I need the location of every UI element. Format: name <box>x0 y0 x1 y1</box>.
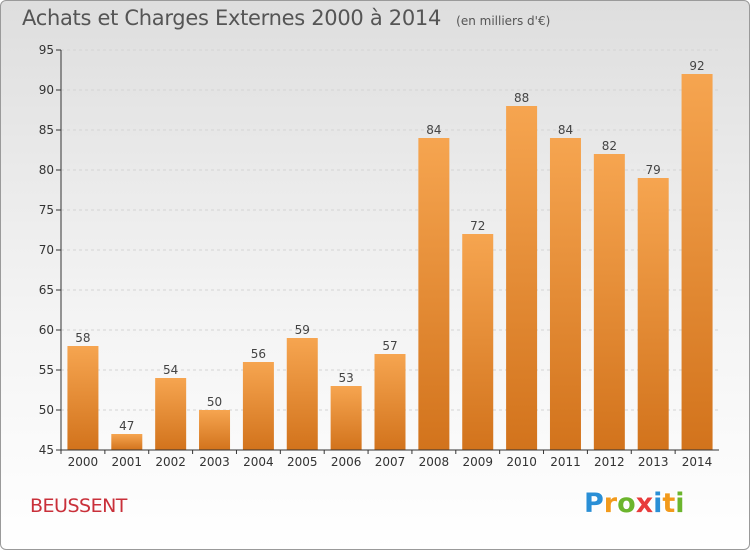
bar-value-label: 82 <box>602 139 617 153</box>
bar-2007 <box>374 354 406 450</box>
logo-letter: t <box>662 488 676 519</box>
bar-value-label: 50 <box>207 395 222 409</box>
y-tick-label: 55 <box>39 363 54 377</box>
bar-2006 <box>330 386 362 450</box>
bar-value-label: 84 <box>426 123 441 137</box>
x-tick-label: 2013 <box>638 455 669 469</box>
proxiti-logo[interactable]: Proxiti <box>584 488 685 519</box>
bar-value-label: 47 <box>119 419 134 433</box>
y-tick-label: 90 <box>39 83 54 97</box>
x-tick-label: 2010 <box>506 455 537 469</box>
bar-value-label: 53 <box>338 371 353 385</box>
x-tick-label: 2004 <box>243 455 274 469</box>
bar-2013 <box>637 178 669 450</box>
x-tick-label: 2002 <box>155 455 186 469</box>
bar-value-label: 58 <box>75 331 90 345</box>
y-tick-label: 65 <box>39 283 54 297</box>
bar-2004 <box>242 362 274 450</box>
bar-2003 <box>199 410 231 450</box>
y-tick-label: 80 <box>39 163 54 177</box>
bar-2014 <box>681 74 713 450</box>
bar-2011 <box>549 138 581 450</box>
chart-subtitle: (en milliers d'€) <box>456 14 551 28</box>
chart-title: Achats et Charges Externes 2000 à 2014 <box>22 6 442 30</box>
commune-name: BEUSSENT <box>30 495 127 517</box>
bar-2001 <box>111 434 143 450</box>
bar-2012 <box>593 154 625 450</box>
title-row: Achats et Charges Externes 2000 à 2014 (… <box>22 6 550 30</box>
x-tick-label: 2009 <box>462 455 493 469</box>
x-tick-label: 2012 <box>594 455 625 469</box>
bar-value-label: 59 <box>295 323 310 337</box>
y-tick-label: 75 <box>39 203 54 217</box>
x-tick-label: 2011 <box>550 455 581 469</box>
bar-value-label: 57 <box>382 339 397 353</box>
bars: 58 47 54 50 56 59 53 57 84 72 88 84 82 79 92 <box>67 59 713 450</box>
x-tick-label: 2007 <box>375 455 406 469</box>
x-tick-label: 2003 <box>199 455 230 469</box>
x-tick-label: 2001 <box>112 455 143 469</box>
bar-value-label: 79 <box>646 163 661 177</box>
y-tick-label: 95 <box>39 43 54 57</box>
y-tick-label: 50 <box>39 403 54 417</box>
x-tick-label: 2005 <box>287 455 318 469</box>
y-tick-label: 60 <box>39 323 54 337</box>
bar-2000 <box>67 346 99 450</box>
bar-2009 <box>462 234 494 450</box>
x-tick-label: 2014 <box>682 455 713 469</box>
bar-value-label: 88 <box>514 91 529 105</box>
bar-2005 <box>286 338 318 450</box>
x-tick-label: 2006 <box>331 455 362 469</box>
y-tick-label: 85 <box>39 123 54 137</box>
bar-value-label: 56 <box>251 347 266 361</box>
bar-2010 <box>506 106 538 450</box>
logo-letter: i <box>675 488 685 519</box>
bar-2008 <box>418 138 450 450</box>
logo-letter: P <box>584 488 604 519</box>
bar-value-label: 54 <box>163 363 178 377</box>
logo-letter: x <box>635 488 654 519</box>
logo-letter: i <box>653 488 663 519</box>
logo-letter: o <box>617 488 636 519</box>
y-tick-label: 45 <box>39 443 54 457</box>
bar-value-label: 92 <box>689 59 704 73</box>
axes: 45 50 55 60 65 70 75 80 85 90 95 2000 2001 2002 2003 20… <box>39 43 719 469</box>
bar-value-label: 84 <box>558 123 573 137</box>
x-tick-label: 2000 <box>68 455 99 469</box>
y-tick-label: 70 <box>39 243 54 257</box>
logo-letter: r <box>603 488 618 519</box>
bar-2002 <box>155 378 187 450</box>
bar-value-label: 72 <box>470 219 485 233</box>
x-tick-label: 2008 <box>419 455 450 469</box>
